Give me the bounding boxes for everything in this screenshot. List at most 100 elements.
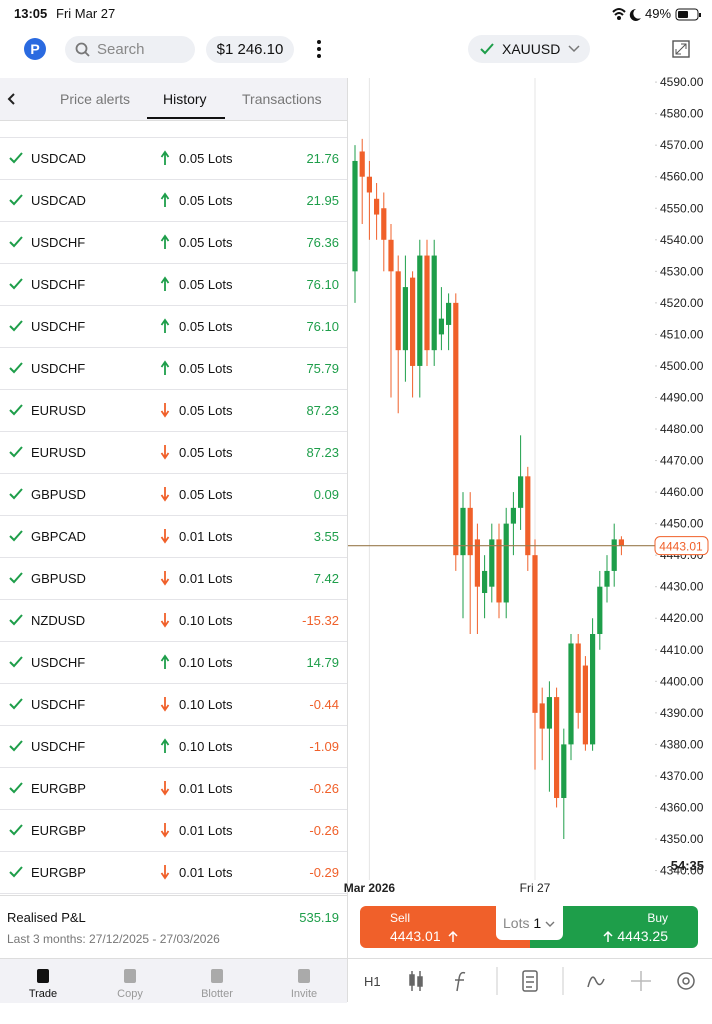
- tab[interactable]: Price alerts: [60, 91, 131, 107]
- check-path: [9, 362, 23, 374]
- check-path: [9, 614, 23, 626]
- lots: 0.01 Lots: [179, 571, 233, 586]
- check-path: [9, 572, 23, 584]
- history-row[interactable]: USDCHF 0.05 Lots 75.79: [0, 347, 347, 390]
- candle-body: [575, 643, 581, 713]
- symbol: USDCHF: [31, 235, 86, 250]
- nav-label[interactable]: Trade: [28, 988, 58, 1000]
- direction-arrow: [160, 529, 170, 544]
- history-row[interactable]: EURGBP 0.01 Lots -0.26: [0, 809, 347, 852]
- nav-icon[interactable]: [295, 967, 313, 985]
- summary: Realised P&L 535.19 Last 3 months: 27/12…: [0, 895, 347, 956]
- lots: 0.05 Lots: [179, 487, 233, 502]
- arrow-path: [160, 150, 170, 165]
- history-row[interactable]: USDCHF 0.10 Lots 14.79: [0, 641, 347, 684]
- tab-underline: [147, 117, 225, 119]
- sell-price: 4443.01: [390, 928, 441, 944]
- history-row[interactable]: USDCHF 0.10 Lots -1.09: [0, 725, 347, 768]
- check-path: [9, 740, 23, 752]
- history-row[interactable]: USDCHF 0.05 Lots 76.10: [0, 305, 347, 348]
- logo[interactable]: P: [23, 37, 47, 61]
- history-row[interactable]: USDCHF 0.10 Lots -0.44: [0, 683, 347, 726]
- arrow-path: [160, 234, 170, 249]
- lots: 0.05 Lots: [179, 193, 233, 208]
- profit: 76.10: [306, 319, 339, 334]
- history-row[interactable]: USDCHF 0.05 Lots 76.36: [0, 221, 347, 264]
- symbol: USDCHF: [31, 655, 86, 670]
- y-tick-label: 4460.00: [660, 485, 704, 499]
- candle-body: [489, 539, 495, 587]
- expand[interactable]: [672, 40, 690, 58]
- profit: -1.09: [309, 739, 339, 754]
- nav-icon[interactable]: [121, 967, 139, 985]
- lots: 0.05 Lots: [179, 277, 233, 292]
- y-tick-label: 4570.00: [660, 138, 704, 152]
- check-path: [9, 152, 23, 164]
- history-row[interactable]: USDCAD 0.05 Lots 21.76: [0, 137, 347, 180]
- history-row[interactable]: USDCHF 0.05 Lots 76.10: [0, 263, 347, 306]
- history-row[interactable]: EURUSD 0.05 Lots 87.23: [0, 389, 347, 432]
- lots: 0.05 Lots: [179, 361, 233, 376]
- check: [9, 152, 23, 164]
- lots-box[interactable]: Lots 1: [496, 906, 563, 940]
- symbol: USDCHF: [31, 361, 86, 376]
- check: [9, 236, 23, 248]
- y-tick-label: 4480.00: [660, 422, 704, 436]
- check: [9, 656, 23, 668]
- instrument-picker[interactable]: XAUUSD: [468, 35, 590, 63]
- nav-icon-shape: [298, 969, 310, 983]
- nav-label[interactable]: Blotter: [201, 988, 233, 1000]
- check-path: [9, 866, 23, 878]
- history-row[interactable]: EURGBP 0.01 Lots -0.29: [0, 851, 347, 894]
- symbol: USDCAD: [31, 151, 86, 166]
- tab[interactable]: History: [163, 91, 207, 107]
- lots: 0.05 Lots: [179, 403, 233, 418]
- instrument: XAUUSD: [502, 41, 561, 57]
- nav-icon[interactable]: [208, 967, 226, 985]
- nav-icon[interactable]: [34, 967, 52, 985]
- summary-value: 535.19: [299, 910, 339, 925]
- y-tick-label: 4510.00: [660, 327, 704, 341]
- arrow-path: [160, 445, 170, 460]
- candle-body: [410, 277, 416, 366]
- nav-label[interactable]: Invite: [290, 988, 318, 1000]
- symbol: GBPCAD: [31, 529, 86, 544]
- history-row[interactable]: EURGBP 0.01 Lots -0.26: [0, 767, 347, 810]
- lots: 0.01 Lots: [179, 865, 233, 880]
- menu[interactable]: [314, 39, 324, 59]
- candle-body: [474, 539, 480, 587]
- check: [9, 362, 23, 374]
- direction-arrow: [160, 234, 170, 249]
- profit: -15.32: [302, 613, 339, 628]
- history-row[interactable]: USDCAD 0.05 Lots 21.95: [0, 179, 347, 222]
- candle-body: [582, 665, 588, 745]
- history-row[interactable]: EURUSD 0.05 Lots 87.23: [0, 431, 347, 474]
- battery: 49%: [645, 6, 672, 21]
- candle-body: [611, 539, 617, 571]
- profit: 14.79: [306, 655, 339, 670]
- y-tick-label: 4340.00: [660, 864, 704, 878]
- history-row[interactable]: NZDUSD 0.10 Lots -15.32: [0, 599, 347, 642]
- time: 13:05: [14, 6, 48, 21]
- history-row[interactable]: GBPCAD 0.01 Lots 3.55: [0, 515, 347, 558]
- tab-back[interactable]: [6, 92, 18, 106]
- divider: [347, 78, 348, 1002]
- check-path: [9, 824, 23, 836]
- check-path: [9, 656, 23, 668]
- search-box[interactable]: Search: [65, 36, 195, 63]
- symbol: USDCHF: [31, 319, 86, 334]
- check-path: [9, 236, 23, 248]
- history-row[interactable]: GBPUSD 0.05 Lots 0.09: [0, 473, 347, 516]
- balance[interactable]: $1 246.10: [206, 36, 294, 63]
- symbol: EURGBP: [31, 823, 86, 838]
- nav-label[interactable]: Copy: [117, 988, 143, 1000]
- lots-value: 1: [533, 915, 542, 931]
- timeframe[interactable]: H1: [364, 974, 381, 989]
- sell-arrow: [448, 930, 458, 942]
- candle-body: [417, 255, 423, 366]
- arrow-path: [160, 697, 170, 712]
- symbol: EURUSD: [31, 445, 86, 460]
- history-row[interactable]: GBPUSD 0.01 Lots 7.42: [0, 557, 347, 600]
- tab[interactable]: Transactions: [242, 91, 322, 107]
- y-tick-label: 4540.00: [660, 233, 704, 247]
